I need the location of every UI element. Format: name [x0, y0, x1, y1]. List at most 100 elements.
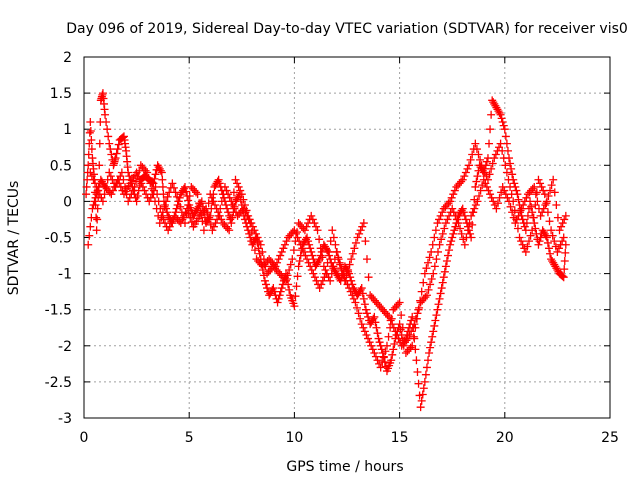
data-point: [133, 172, 142, 181]
data-point: [502, 168, 511, 177]
data-point: [206, 190, 215, 199]
data-point: [496, 110, 505, 119]
data-point: [85, 231, 94, 240]
data-point: [215, 179, 224, 188]
data-point: [261, 262, 270, 271]
data-point: [114, 140, 123, 149]
data-point: [533, 197, 542, 206]
data-point: [87, 172, 96, 181]
data-point: [107, 150, 116, 159]
data-point: [473, 197, 482, 206]
data-point: [487, 164, 496, 173]
data-point: [277, 247, 286, 256]
data-point: [125, 193, 134, 202]
data-point: [444, 199, 453, 208]
data-point: [201, 217, 210, 226]
data-point: [515, 233, 524, 242]
data-point: [285, 285, 294, 294]
data-point: [199, 226, 208, 235]
data-point: [275, 291, 284, 300]
data-point: [86, 168, 95, 177]
y-tick-label: -0.5: [45, 231, 72, 247]
data-point: [151, 170, 160, 179]
data-point: [442, 256, 451, 265]
data-point: [432, 255, 441, 264]
data-point: [315, 235, 324, 244]
data-point: [151, 182, 160, 191]
data-point: [329, 233, 338, 242]
data-point: [561, 248, 570, 257]
data-point: [437, 235, 446, 244]
data-point: [541, 201, 550, 210]
data-point: [300, 226, 309, 235]
y-tick-label: 2: [63, 50, 72, 66]
data-point: [299, 247, 308, 256]
data-point: [550, 237, 559, 246]
data-point: [508, 170, 517, 179]
y-axis-label: SDTVAR / TECUs: [6, 181, 22, 296]
data-point: [355, 229, 364, 238]
data-point: [208, 226, 217, 235]
data-point: [343, 280, 352, 289]
data-point: [282, 237, 291, 246]
data-point: [294, 262, 303, 271]
data-point: [296, 240, 305, 249]
data-point: [276, 251, 285, 260]
data-point: [356, 226, 365, 235]
data-point: [359, 294, 368, 303]
data-point: [471, 201, 480, 210]
data-point: [517, 237, 526, 246]
data-point: [295, 256, 304, 265]
data-point: [394, 334, 403, 343]
data-point: [152, 204, 161, 213]
data-point: [236, 186, 245, 195]
data-point: [214, 175, 223, 184]
data-point: [313, 226, 322, 235]
data-point: [491, 150, 500, 159]
data-point: [510, 179, 519, 188]
data-point: [459, 208, 468, 217]
data-point: [107, 190, 116, 199]
data-point: [443, 215, 452, 224]
data-point: [475, 191, 484, 200]
data-point: [471, 139, 480, 148]
data-point: [439, 273, 448, 282]
data-point: [360, 300, 369, 309]
data-point: [111, 182, 120, 191]
data-point: [516, 208, 525, 217]
data-point: [247, 219, 256, 228]
data-point: [431, 316, 440, 325]
data-point: [424, 356, 433, 365]
data-point: [143, 168, 152, 177]
data-point: [506, 202, 515, 211]
data-point: [386, 323, 395, 332]
data-point: [416, 403, 425, 412]
data-point: [92, 226, 101, 235]
data-point: [391, 327, 400, 336]
data-point: [345, 260, 354, 269]
data-point: [449, 190, 458, 199]
data-point: [530, 182, 539, 191]
data-point: [524, 237, 533, 246]
data-point: [394, 300, 403, 309]
data-point: [388, 350, 397, 359]
data-point: [169, 183, 178, 192]
data-point: [387, 356, 396, 365]
data-point: [205, 215, 214, 224]
data-point: [487, 110, 496, 119]
data-point: [414, 379, 423, 388]
data-point: [370, 349, 379, 358]
data-point: [561, 211, 570, 220]
data-point: [501, 161, 510, 170]
data-point: [289, 246, 298, 255]
data-point: [474, 150, 483, 159]
data-point: [157, 213, 166, 222]
x-axis-label: GPS time / hours: [286, 459, 403, 475]
data-point: [285, 265, 294, 274]
data-point: [536, 179, 545, 188]
data-point: [84, 161, 93, 170]
data-point: [301, 251, 310, 260]
data-point: [259, 255, 268, 264]
data-point: [528, 226, 537, 235]
data-point: [209, 222, 218, 231]
